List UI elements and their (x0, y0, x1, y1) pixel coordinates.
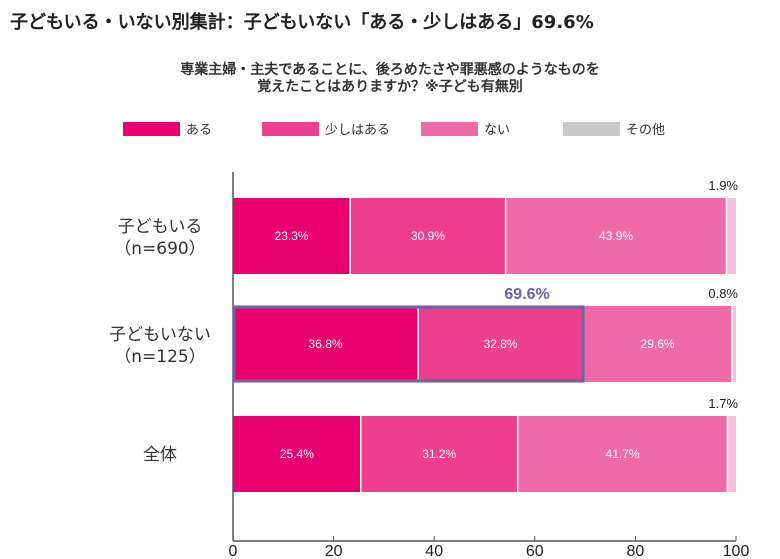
x-tick-label-5: 80 (627, 543, 645, 559)
data-label-c1-s2: 30.9% (411, 229, 445, 243)
legend-swatch-2 (262, 122, 319, 136)
highlight-label: 69.6% (504, 286, 549, 303)
x-tick-label-6: 100 (723, 543, 750, 559)
bar-segment-c2-s4 (731, 306, 736, 382)
legend-label-4: その他 (626, 123, 665, 138)
bar-segment-c1-s4 (726, 198, 736, 274)
bar-segment-c3-s4 (727, 416, 736, 492)
bar-segment-c1-s2 (350, 198, 506, 274)
data-label-c2-s4: 0.8% (708, 286, 738, 301)
data-label-c1-s4: 1.9% (708, 178, 738, 193)
labels: 23.3% 30.9% 43.9% 1.9% 子どもいる（n=690） 36.8% 32.8… (109, 178, 738, 465)
highlight-box (232, 305, 585, 383)
bar-segment-c2-s1 (233, 306, 419, 382)
legend-label-2: 少しはある (325, 123, 390, 138)
data-label-c2-s1: 36.8% (309, 337, 343, 351)
chart-title-line-1: 専業主婦・主夫であることに、後ろめたさや罪悪感のようなものを (180, 62, 600, 78)
axes: 0 20 40 60 80 100 (229, 172, 750, 559)
chart-title-line-2: 覚えたことはありますか？※子ども有無別 (257, 79, 523, 95)
bar-segment-c2-s3 (583, 306, 732, 382)
bar-segment-c2-s2 (418, 306, 584, 382)
category-label-2-line-1: 子どもいない (109, 325, 211, 345)
bar-segment-c1-s1 (233, 198, 351, 274)
page-title: 子どもいる・いない別集計：子どもいない「ある・少しはある」69.6% (10, 12, 594, 33)
bar-segment-c3-s1 (233, 416, 361, 492)
x-tick-label-4: 60 (526, 543, 544, 559)
legend-label-3: ない (484, 123, 510, 138)
data-label-c2-s2: 32.8% (484, 337, 518, 351)
data-label-c3-s2: 31.2% (422, 447, 456, 461)
legend-swatch-4 (563, 122, 620, 136)
bar-segment-c3-s3 (517, 416, 728, 492)
bar-segment-c3-s2 (360, 416, 518, 492)
data-label-c1-s3: 43.9% (599, 229, 633, 243)
category-label-1-line-2: （n=690） (114, 239, 205, 259)
data-label-c2-s3: 29.6% (641, 337, 675, 351)
legend-swatch-1 (123, 122, 180, 136)
category-label-1-line-1: 子どもいる (118, 217, 203, 237)
chart-title: 専業主婦・主夫であることに、後ろめたさや罪悪感のようなものを 覚えたことはありま… (0, 62, 780, 96)
data-label-c3-s4: 1.7% (708, 396, 738, 411)
bar-segment-c1-s3 (505, 198, 727, 274)
data-label-c1-s1: 23.3% (275, 229, 309, 243)
bars (233, 198, 736, 492)
legend-swatch-3 (421, 122, 478, 136)
legend: ある 少しはある ない その他 (123, 122, 665, 138)
category-label-2-line-2: （n=125） (114, 347, 205, 367)
data-label-c3-s1: 25.4% (280, 447, 314, 461)
category-label-3-line-1: 全体 (143, 445, 177, 465)
x-tick-label-3: 40 (425, 543, 443, 559)
data-label-c3-s3: 41.7% (606, 447, 640, 461)
x-tick-label-2: 20 (325, 543, 343, 559)
legend-label-1: ある (186, 123, 212, 138)
x-tick-label-1: 0 (229, 543, 238, 559)
